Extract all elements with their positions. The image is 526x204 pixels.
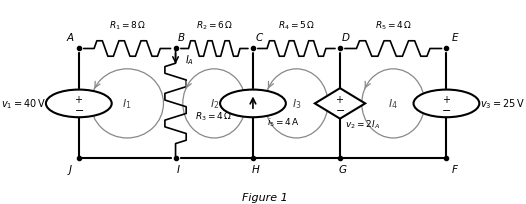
Text: $+$: $+$ xyxy=(442,94,451,105)
Circle shape xyxy=(46,90,112,118)
Text: $R_2 = 6\,\Omega$: $R_2 = 6\,\Omega$ xyxy=(196,20,233,32)
Text: $v_3 = 25\,\mathrm{V}$: $v_3 = 25\,\mathrm{V}$ xyxy=(480,97,524,111)
Text: $-$: $-$ xyxy=(335,104,345,114)
Text: $-$: $-$ xyxy=(74,103,84,113)
Circle shape xyxy=(413,90,479,118)
Text: B: B xyxy=(178,33,185,43)
Text: $v_2 = 2I_A$: $v_2 = 2I_A$ xyxy=(345,118,380,130)
Text: $I_3$: $I_3$ xyxy=(292,97,301,111)
Text: $I_1$: $I_1$ xyxy=(123,97,132,111)
Text: $i_5 = 4\,\mathrm{A}$: $i_5 = 4\,\mathrm{A}$ xyxy=(267,116,300,128)
Text: $R_5 = 4\,\Omega$: $R_5 = 4\,\Omega$ xyxy=(375,20,412,32)
Text: H: H xyxy=(251,165,259,175)
Text: J: J xyxy=(68,165,72,175)
Text: $+$: $+$ xyxy=(336,93,345,104)
Text: $-$: $-$ xyxy=(441,103,451,113)
Text: G: G xyxy=(338,165,347,175)
Text: $R_4 = 5\,\Omega$: $R_4 = 5\,\Omega$ xyxy=(278,20,315,32)
Text: $I_4$: $I_4$ xyxy=(388,97,398,111)
Text: C: C xyxy=(255,33,262,43)
Text: $R_3 = 4\,\Omega$: $R_3 = 4\,\Omega$ xyxy=(195,110,232,122)
Text: F: F xyxy=(452,165,458,175)
Circle shape xyxy=(220,90,286,118)
Polygon shape xyxy=(315,89,365,119)
Text: Figure 1: Figure 1 xyxy=(242,192,288,202)
Text: $I_A$: $I_A$ xyxy=(185,52,194,66)
Text: A: A xyxy=(66,33,74,43)
Text: $v_1 = 40\,\mathrm{V}$: $v_1 = 40\,\mathrm{V}$ xyxy=(1,97,46,111)
Text: I: I xyxy=(176,165,179,175)
Text: D: D xyxy=(342,33,350,43)
Text: $I_2$: $I_2$ xyxy=(209,97,219,111)
Text: $+$: $+$ xyxy=(74,94,83,105)
Text: E: E xyxy=(452,33,458,43)
Text: $R_1 = 8\,\Omega$: $R_1 = 8\,\Omega$ xyxy=(108,20,146,32)
